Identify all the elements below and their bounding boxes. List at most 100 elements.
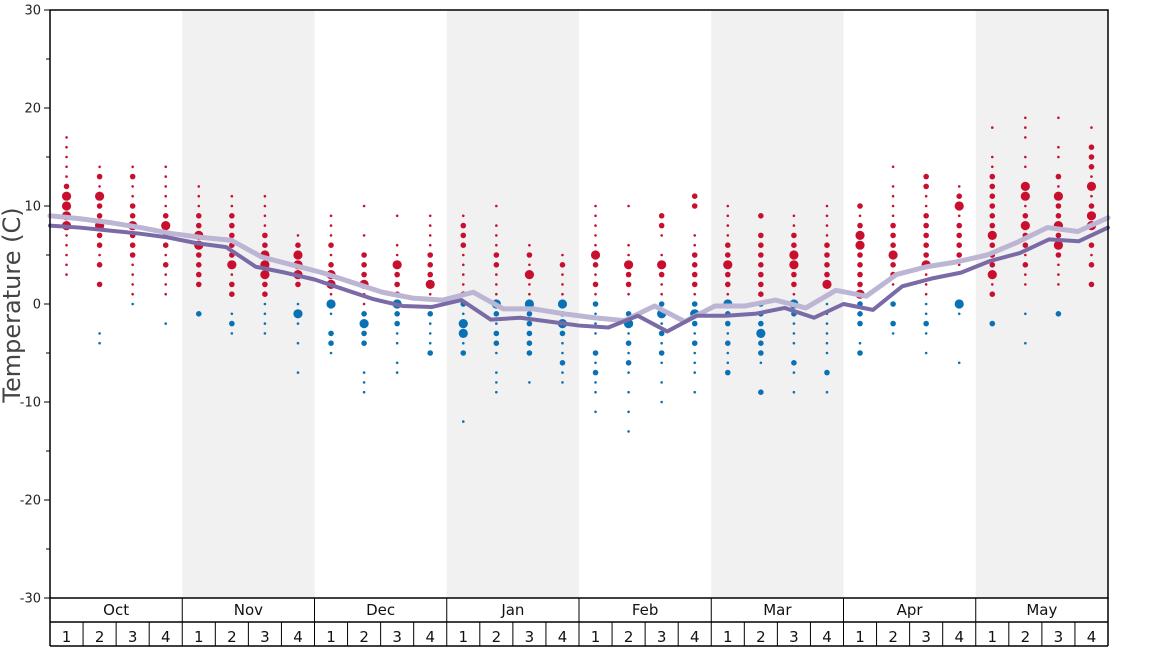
cold-dot <box>791 360 797 366</box>
warm-dot <box>691 203 698 209</box>
warm-dot <box>293 250 303 260</box>
warm-dot <box>891 283 895 286</box>
cold-dot <box>526 340 533 347</box>
warm-dot <box>65 263 68 267</box>
average-lines-layer <box>47 213 1111 334</box>
warm-dot <box>329 253 333 257</box>
week-label: 1 <box>326 628 336 646</box>
warm-dot <box>857 203 863 209</box>
month-label-jan: Jan <box>500 601 524 619</box>
warm-dot <box>493 252 500 258</box>
warm-dot <box>329 234 333 237</box>
week-label: 2 <box>756 628 766 646</box>
cold-dot <box>758 389 764 396</box>
cold-dot <box>428 341 432 345</box>
warm-dot <box>758 281 764 288</box>
cold-dot <box>296 322 300 325</box>
cold-dot <box>594 312 597 316</box>
cold-dot <box>693 351 697 355</box>
warm-dot <box>461 283 465 286</box>
warm-dot <box>1024 116 1027 120</box>
warm-dot <box>395 243 399 247</box>
month-shading-layer <box>182 10 1108 598</box>
warm-dot <box>161 221 171 231</box>
warm-dot <box>296 234 300 237</box>
warm-dot <box>758 291 764 298</box>
cold-dot <box>627 332 630 335</box>
cold-dot <box>627 390 630 394</box>
warm-dot <box>164 292 168 296</box>
warm-dot <box>427 271 434 278</box>
warm-dot <box>164 253 168 257</box>
week-label: 1 <box>855 628 865 646</box>
warm-dot <box>262 232 268 239</box>
cold-dot <box>658 301 665 307</box>
warm-dot <box>592 262 599 268</box>
warm-dot <box>726 224 730 227</box>
cold-dot <box>495 390 498 394</box>
warm-dot <box>1090 194 1093 198</box>
warm-dot <box>890 242 896 248</box>
month-label-nov: Nov <box>234 601 263 619</box>
warm-dot <box>1088 203 1095 209</box>
warm-dot <box>987 230 997 240</box>
cold-dot <box>660 341 663 345</box>
warm-dot <box>726 292 730 296</box>
warm-dot <box>164 194 168 198</box>
cold-dot <box>495 322 498 325</box>
warm-dot <box>824 262 830 268</box>
warm-dot <box>594 292 597 296</box>
cold-dot <box>957 361 961 365</box>
y-tick-label: 0 <box>33 298 41 313</box>
warm-dot <box>428 234 432 237</box>
warm-dot <box>428 292 432 296</box>
warm-dot <box>792 224 796 227</box>
warm-dot <box>61 201 72 211</box>
warm-dot <box>956 232 963 239</box>
cold-dot <box>461 312 465 316</box>
week-label: 1 <box>723 628 733 646</box>
warm-dot <box>990 165 994 169</box>
warm-dot <box>493 262 500 268</box>
cold-dot <box>825 390 829 394</box>
warm-dot <box>1055 252 1062 258</box>
warm-dot <box>263 214 267 218</box>
cold-dot <box>989 320 996 327</box>
warm-dot <box>623 260 634 270</box>
warm-dot <box>691 193 698 199</box>
warm-dot <box>561 292 564 296</box>
warm-dot <box>891 214 895 218</box>
warm-dot <box>362 302 366 306</box>
warm-dot <box>197 194 201 198</box>
warm-dot <box>263 224 267 227</box>
y-tick-label: 30 <box>24 4 41 19</box>
warm-dot <box>495 283 498 286</box>
week-label: 4 <box>425 628 435 646</box>
warm-dot <box>1088 144 1095 150</box>
warm-dot <box>594 224 597 227</box>
cold-dot <box>263 312 267 316</box>
warm-dot <box>195 252 202 258</box>
week-label: 3 <box>657 628 667 646</box>
cold-dot <box>825 332 829 335</box>
cold-dot <box>458 328 468 338</box>
cold-dot <box>693 390 697 394</box>
warm-dot <box>1024 155 1027 159</box>
warm-dot <box>758 232 764 239</box>
warm-dot <box>65 136 68 139</box>
warm-dot <box>195 271 202 278</box>
cold-dot <box>561 381 564 384</box>
cold-dot <box>660 381 663 384</box>
warm-dot <box>129 213 136 219</box>
warm-dot <box>724 271 731 278</box>
warm-dot <box>989 213 996 219</box>
warm-dot <box>164 204 168 208</box>
cold-dot <box>526 350 533 356</box>
warm-dot <box>96 203 103 209</box>
y-tick-label: 10 <box>24 200 41 215</box>
warm-dot <box>63 183 70 190</box>
cold-dot <box>395 361 399 365</box>
cold-dot <box>660 361 663 365</box>
warm-dot <box>1020 181 1030 191</box>
warm-dot <box>229 213 235 219</box>
